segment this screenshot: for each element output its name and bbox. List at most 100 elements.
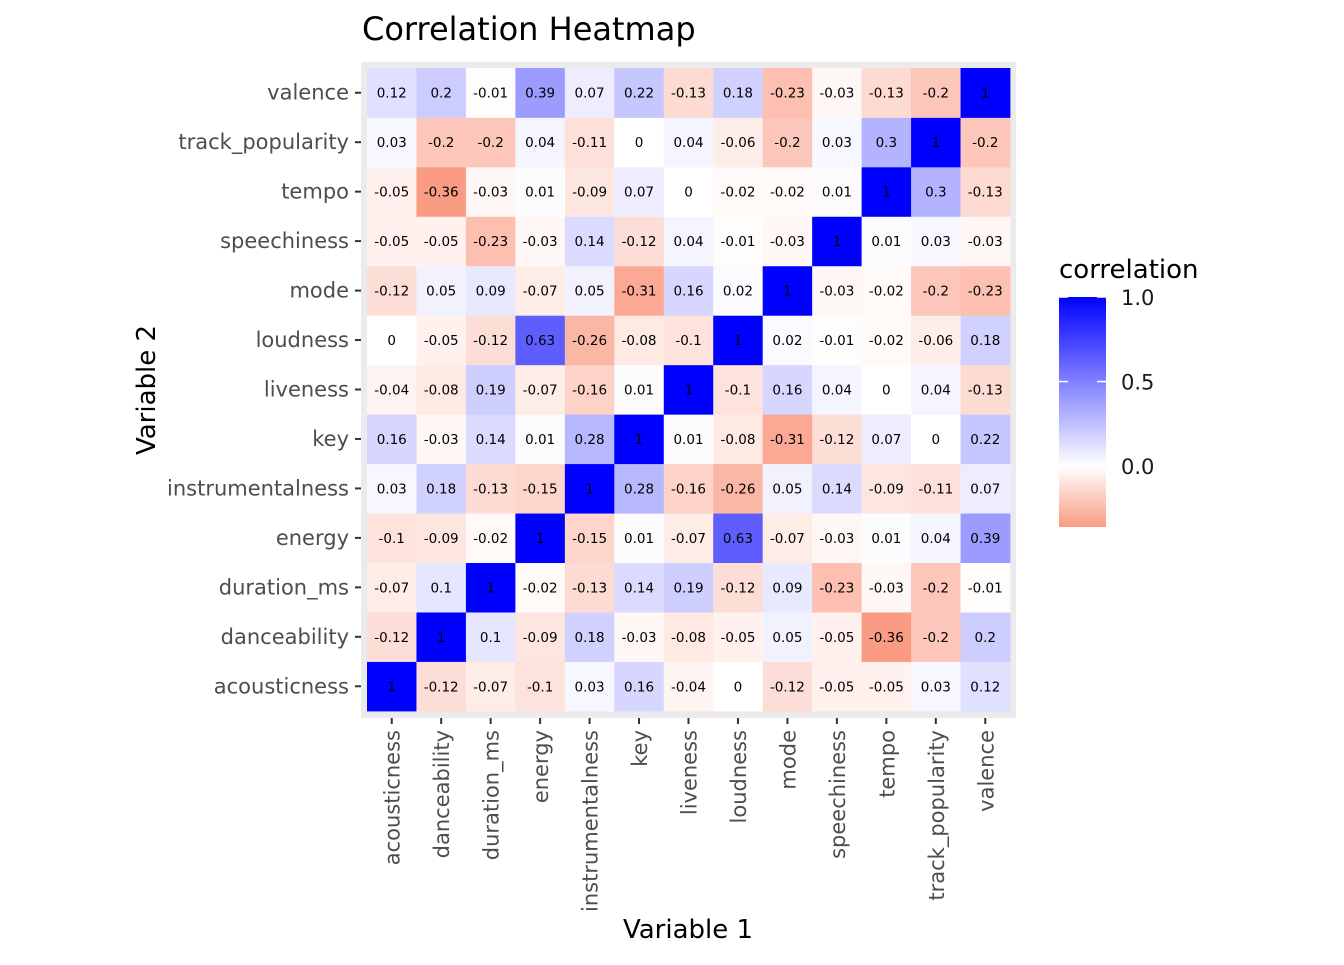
legend-title: correlation — [1059, 255, 1199, 285]
cell-value-label: -0.02 — [523, 580, 558, 596]
heatmap-cell-acousticness-acousticness — [367, 661, 417, 712]
heatmap-cell-mode-tempo — [762, 166, 813, 217]
heatmap-cell-liveness-track_popularity — [663, 117, 714, 168]
heatmap-cell-key-key — [614, 414, 665, 465]
heatmap-cell-instrumentalness-danceability — [564, 612, 615, 662]
cell-value-label: 1 — [833, 234, 842, 250]
x-axis: acousticness danceability duration_ms energ… — [381, 718, 998, 912]
heatmap-cell-track_popularity-instrumentalness — [911, 463, 961, 514]
cell-value-label: 0 — [734, 679, 743, 695]
cell-value-label: -0.06 — [918, 333, 953, 349]
cell-value-label: 0 — [635, 135, 644, 151]
cell-value-label: -0.13 — [671, 86, 706, 102]
heatmap-cell-loudness-tempo — [713, 166, 764, 217]
cell-value-label: 0.14 — [476, 432, 506, 448]
cell-value-label: -0.07 — [770, 531, 805, 547]
heatmap-cell-duration_ms-duration_ms — [465, 562, 516, 613]
heatmap-cell-track_popularity-tempo — [911, 166, 961, 217]
heatmap-cell-key-loudness — [614, 315, 665, 366]
cell-value-label: -0.08 — [424, 383, 459, 399]
cell-value-label: -0.16 — [572, 383, 607, 399]
cell-value-label: 0.39 — [970, 531, 1000, 547]
heatmap-cell-acousticness-valence — [367, 68, 417, 118]
heatmap-cell-tempo-instrumentalness — [861, 463, 912, 514]
heatmap-cell-danceability-energy — [416, 513, 467, 564]
cell-value-label: -0.09 — [523, 630, 558, 646]
heatmap-cell-valence-liveness — [960, 364, 1011, 415]
cell-value-label: 0.09 — [772, 580, 802, 596]
cell-value-label: -0.1 — [379, 531, 405, 547]
cell-value-label: 0.01 — [673, 432, 703, 448]
heatmap-cells — [367, 68, 1011, 712]
heatmap-cell-track_popularity-speechiness — [911, 216, 961, 267]
x-tick-label-energy: energy — [529, 730, 553, 803]
heatmap-cell-duration_ms-danceability — [465, 612, 516, 662]
y-tick-label-energy: energy — [276, 526, 349, 550]
heatmap-cell-track_popularity-acousticness — [911, 661, 961, 712]
heatmap-cell-track_popularity-loudness — [911, 315, 961, 366]
cell-value-label: 0.01 — [624, 383, 654, 399]
heatmap-cell-track_popularity-liveness — [911, 364, 961, 415]
cell-value-label: 0.03 — [921, 234, 951, 250]
heatmap-cell-danceability-track_popularity — [416, 117, 467, 168]
y-tick-label-danceability: danceability — [221, 625, 349, 649]
y-tick-label-valence: valence — [267, 81, 349, 105]
cell-value-label: -0.12 — [770, 679, 805, 695]
heatmap-cell-acousticness-instrumentalness — [367, 463, 417, 514]
heatmap-cell-key-tempo — [614, 166, 665, 217]
cell-value-label: -0.13 — [869, 86, 904, 102]
cell-value-label: 0.16 — [673, 284, 703, 300]
x-tick-label-duration_ms: duration_ms — [480, 730, 505, 860]
cell-value-label: -0.03 — [819, 531, 854, 547]
cell-value-label: 0.63 — [723, 531, 753, 547]
y-axis: acousticness danceability duration_ms energ… — [167, 81, 361, 698]
x-tick-label-danceability: danceability — [430, 730, 454, 858]
heatmap-cell-speechiness-danceability — [812, 612, 863, 662]
heatmap-cell-liveness-liveness — [663, 364, 714, 415]
cell-value-label: 0.09 — [476, 284, 506, 300]
heatmap-cell-duration_ms-track_popularity — [465, 117, 516, 168]
heatmap-cell-liveness-instrumentalness — [663, 463, 714, 514]
cell-value-label: -0.26 — [720, 481, 755, 497]
cell-value-label: -0.26 — [572, 333, 607, 349]
heatmap-cell-instrumentalness-valence — [564, 68, 615, 118]
cell-value-label: 0.22 — [970, 432, 1000, 448]
heatmap-cell-valence-energy — [960, 513, 1011, 564]
y-tick-label-speechiness: speechiness — [220, 229, 349, 253]
heatmap-cell-acousticness-tempo — [367, 166, 417, 217]
heatmap-cell-mode-mode — [762, 265, 813, 316]
heatmap-cell-loudness-instrumentalness — [713, 463, 764, 514]
heatmap-cell-danceability-acousticness — [416, 661, 467, 712]
y-tick-label-mode: mode — [289, 279, 349, 303]
heatmap-cell-liveness-energy — [663, 513, 714, 564]
heatmap-cell-danceability-mode — [416, 265, 467, 316]
cell-value-label: 0.18 — [970, 333, 1000, 349]
heatmap-cell-energy-valence — [515, 68, 566, 118]
x-tick-label-acousticness: acousticness — [381, 730, 405, 865]
cell-value-label: 0.05 — [426, 284, 456, 300]
heatmap-cell-danceability-duration_ms — [416, 562, 467, 613]
heatmap-cell-instrumentalness-loudness — [564, 315, 615, 366]
cell-value-label: 0.04 — [673, 135, 703, 151]
legend-tick-label: 1.0 — [1121, 286, 1154, 310]
cell-value-label: 1 — [635, 432, 644, 448]
heatmap-cell-loudness-loudness — [713, 315, 764, 366]
cell-value-label: 0.07 — [871, 432, 901, 448]
cell-value-label: 0.18 — [723, 86, 753, 102]
cell-value-label: -0.03 — [770, 234, 805, 250]
heatmap-cell-duration_ms-liveness — [465, 364, 516, 415]
cell-value-label: 0.12 — [970, 679, 1000, 695]
heatmap-cell-liveness-tempo — [663, 166, 714, 217]
legend-ticks: 1.0 0.5 0.0 — [1059, 286, 1154, 479]
heatmap-cell-mode-instrumentalness — [762, 463, 813, 514]
heatmap-cell-loudness-duration_ms — [713, 562, 764, 613]
cell-value-label: 0.05 — [772, 630, 802, 646]
cell-value-label: 0.01 — [871, 234, 901, 250]
heatmap-cell-liveness-valence — [663, 68, 714, 118]
heatmap-cell-tempo-danceability — [861, 612, 912, 662]
cell-value-label: -0.23 — [968, 284, 1003, 300]
legend-colorbar — [1059, 297, 1106, 527]
cell-value-label: 0.02 — [723, 284, 753, 300]
heatmap-cell-liveness-mode — [663, 265, 714, 316]
